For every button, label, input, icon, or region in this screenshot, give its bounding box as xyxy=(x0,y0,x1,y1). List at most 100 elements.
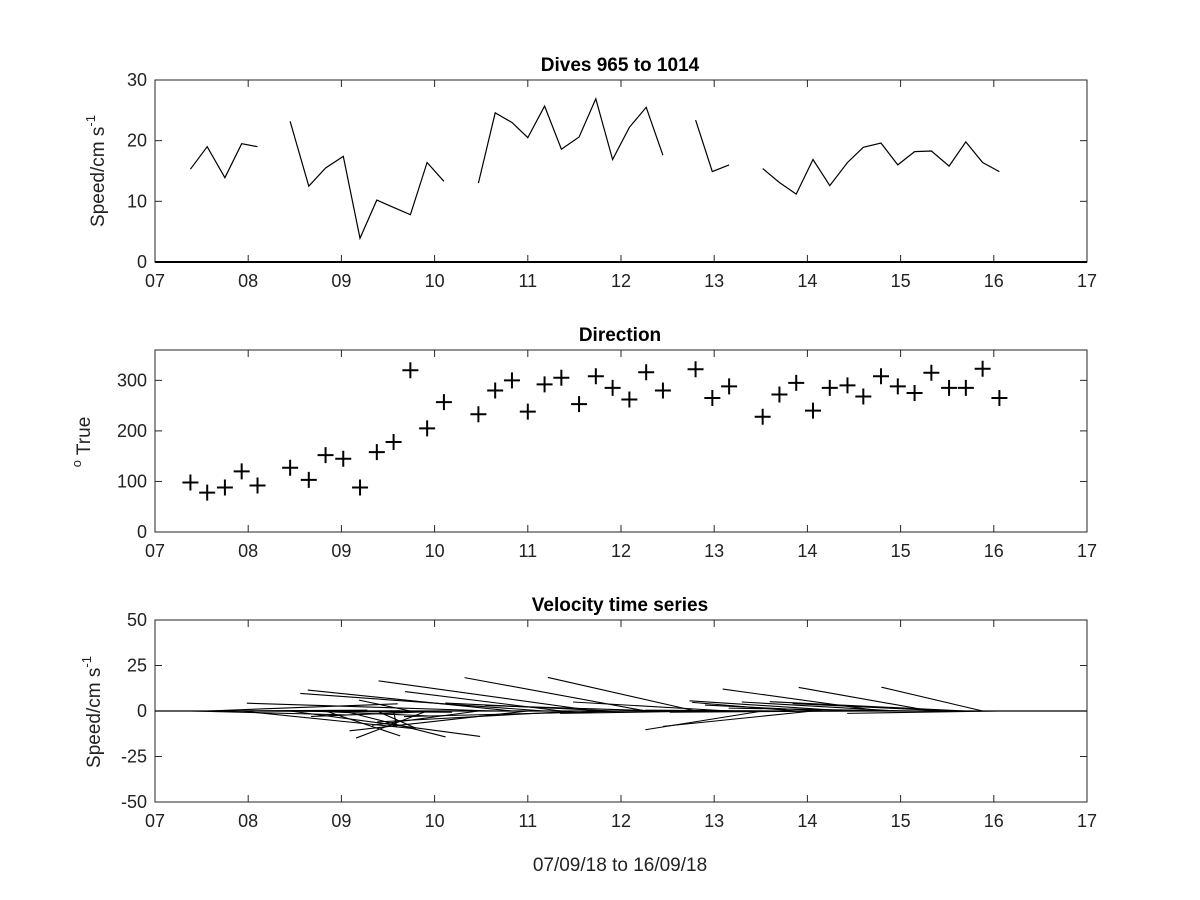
direction-point xyxy=(654,382,671,399)
velocity-stick xyxy=(307,689,513,712)
direction-point xyxy=(873,368,890,385)
direction-point xyxy=(704,390,721,407)
velocity-y-label-superscript: -1 xyxy=(79,656,94,668)
velocity-xtick-label: 11 xyxy=(518,811,537,831)
velocity-stick xyxy=(355,710,428,739)
direction-point xyxy=(721,378,738,395)
direction-ytick-label: 0 xyxy=(137,522,147,542)
speed-line-segment xyxy=(695,119,730,173)
direction-point xyxy=(687,361,704,378)
svg-text:o True: o True xyxy=(69,417,95,468)
velocity-stick xyxy=(464,677,647,712)
speed-xtick-label: 08 xyxy=(238,271,258,291)
direction-point xyxy=(855,388,872,405)
velocity-stick xyxy=(207,703,398,712)
velocity-xtick-label: 16 xyxy=(984,811,1004,831)
velocity-panel-title: Velocity time series xyxy=(532,595,708,616)
velocity-stick xyxy=(358,699,411,712)
velocity-stick xyxy=(393,710,398,728)
velocity-stick xyxy=(669,710,864,713)
velocity-ytick-label: -25 xyxy=(121,747,147,767)
direction-xtick-label: 15 xyxy=(891,541,911,561)
speed-xtick-label: 07 xyxy=(145,271,165,291)
direction-point xyxy=(839,377,856,394)
speed-xtick-label: 15 xyxy=(891,271,911,291)
speed-ytick-label: 0 xyxy=(137,252,147,272)
velocity-xtick-label: 15 xyxy=(891,811,911,831)
speed-xtick-label: 13 xyxy=(704,271,724,291)
direction-point xyxy=(788,374,805,391)
direction-panel-title: Direction xyxy=(579,325,661,346)
direction-point xyxy=(941,379,958,396)
speed-panel-title: Dives 965 to 1014 xyxy=(541,55,700,76)
direction-point xyxy=(519,403,536,420)
direction-point xyxy=(553,369,570,386)
velocity-stick xyxy=(403,710,630,718)
direction-point xyxy=(216,479,233,496)
direction-ytick-label: 100 xyxy=(117,471,147,491)
velocity-stick xyxy=(560,710,713,714)
direction-xtick-label: 11 xyxy=(518,541,537,561)
direction-xtick-label: 07 xyxy=(145,541,165,561)
speed-panel: Dives 965 to 1014 Speed/cm s-1 07 08 09 10 1… xyxy=(83,55,1097,291)
speed-xtick-label: 10 xyxy=(425,271,445,291)
direction-point xyxy=(503,372,520,389)
velocity-stick xyxy=(378,680,596,712)
direction-point xyxy=(487,382,504,399)
direction-point xyxy=(638,364,655,381)
direction-xtick-label: 14 xyxy=(797,541,817,561)
speed-y-label-superscript: -1 xyxy=(83,115,98,127)
velocity-stick xyxy=(573,701,730,712)
direction-point xyxy=(182,474,199,491)
direction-point xyxy=(402,362,419,379)
direction-point xyxy=(754,408,771,425)
direction-y-label-superscript: o xyxy=(69,460,84,467)
speed-ytick-label: 20 xyxy=(127,131,147,151)
direction-point xyxy=(604,379,621,396)
direction-point xyxy=(419,420,436,437)
svg-text:Speed/cm s-1: Speed/cm s-1 xyxy=(83,115,109,227)
velocity-stick xyxy=(769,701,966,712)
direction-ytick-label: 300 xyxy=(117,370,147,390)
direction-point xyxy=(282,459,299,476)
velocity-ytick-label: -50 xyxy=(121,792,147,812)
velocity-stick xyxy=(311,710,444,717)
velocity-xtick-label: 14 xyxy=(797,811,817,831)
direction-point xyxy=(199,484,216,501)
speed-y-axis-label: Speed/cm s-1 xyxy=(83,115,109,227)
direction-xtick-label: 09 xyxy=(331,541,351,561)
speed-xtick-label: 14 xyxy=(797,271,817,291)
velocity-y-axis-label: Speed/cm s-1 xyxy=(79,656,105,768)
direction-point xyxy=(300,471,317,488)
velocity-stick xyxy=(371,710,479,726)
speed-line-segment xyxy=(477,97,664,184)
speed-xtick-label: 16 xyxy=(984,271,1004,291)
velocity-stick xyxy=(241,710,415,730)
direction-xtick-label: 10 xyxy=(425,541,445,561)
direction-panel: Direction o True 07 08 09 10 11 12 13 14 15 16 17 0… xyxy=(69,325,1097,561)
direction-point xyxy=(587,368,604,385)
direction-point xyxy=(435,394,452,411)
velocity-stick xyxy=(792,703,950,712)
direction-point xyxy=(821,379,838,396)
velocity-stick xyxy=(847,710,1000,714)
direction-point xyxy=(991,390,1008,407)
velocity-ytick-label: 0 xyxy=(137,701,147,721)
direction-point xyxy=(889,378,906,395)
velocity-stick xyxy=(881,686,983,712)
speed-line-segment xyxy=(762,140,1000,195)
speed-xtick-label: 17 xyxy=(1077,271,1097,291)
velocity-xtick-label: 13 xyxy=(704,811,724,831)
velocity-xtick-label: 09 xyxy=(331,811,351,831)
velocity-stick xyxy=(728,707,915,712)
velocity-stick xyxy=(662,710,814,727)
direction-xtick-label: 16 xyxy=(984,541,1004,561)
speed-y-label-text: Speed/cm s xyxy=(88,127,109,227)
direction-point xyxy=(536,376,553,393)
svg-text:Speed/cm s-1: Speed/cm s-1 xyxy=(79,656,105,768)
velocity-ytick-label: 25 xyxy=(127,656,147,676)
direction-y-label-text: True xyxy=(74,417,95,460)
direction-point xyxy=(974,360,991,377)
direction-point xyxy=(317,447,334,464)
